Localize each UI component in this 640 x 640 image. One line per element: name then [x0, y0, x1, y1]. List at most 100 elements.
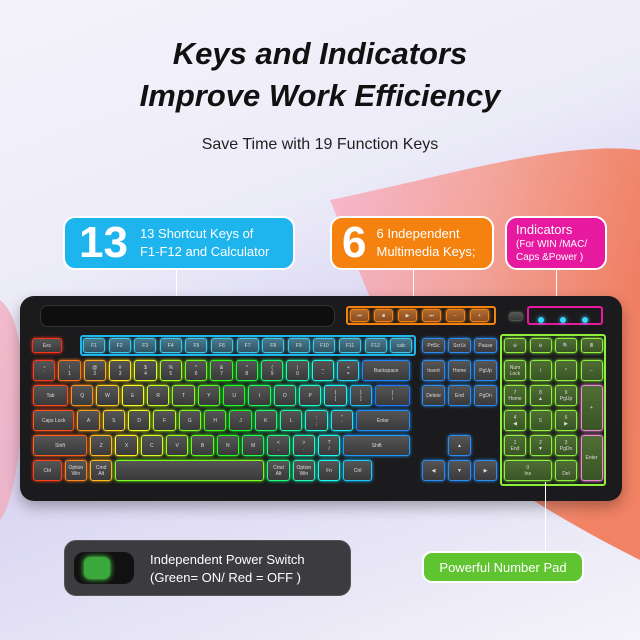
key-2[interactable]: @ 2	[83, 360, 106, 381]
key-alt[interactable]: Cmd Alt	[267, 460, 290, 481]
key-,[interactable]: < ,	[267, 435, 290, 456]
key-f9[interactable]: F9	[287, 338, 310, 353]
power-button[interactable]	[509, 312, 523, 321]
key-prtsc[interactable]: PrtSc	[422, 338, 445, 353]
key-f5[interactable]: F5	[185, 338, 208, 353]
key-j[interactable]: J	[229, 410, 252, 431]
key-tab[interactable]: Tab	[33, 385, 68, 406]
key-t[interactable]: T	[172, 385, 195, 406]
key-arrow-up[interactable]: ▲	[448, 435, 471, 456]
media-key[interactable]: ▶	[398, 309, 417, 322]
key-5[interactable]: % 5	[159, 360, 182, 381]
key-.[interactable]: > .	[292, 435, 315, 456]
key-h[interactable]: H	[204, 410, 227, 431]
numpad-key[interactable]: 9 PgUp	[555, 385, 577, 406]
key-][interactable]: } ]	[349, 385, 372, 406]
key-s[interactable]: S	[102, 410, 125, 431]
key-esc[interactable]: Esc	[32, 338, 62, 353]
key-backspace[interactable]: Backspace	[362, 360, 410, 381]
key-f8[interactable]: F8	[262, 338, 285, 353]
key-8[interactable]: * 8	[235, 360, 258, 381]
key-f12[interactable]: F12	[364, 338, 387, 353]
key-fn[interactable]: Fn	[318, 460, 341, 481]
key-z[interactable]: Z	[90, 435, 113, 456]
numpad-key[interactable]: 🖩	[580, 338, 603, 353]
numpad-key[interactable]: 8 ▲	[529, 385, 552, 406]
key-f6[interactable]: F6	[211, 338, 233, 353]
key-v[interactable]: V	[166, 435, 189, 456]
key-pause[interactable]: Pause	[474, 338, 497, 353]
key-f4[interactable]: F4	[159, 338, 182, 353]
key-n[interactable]: N	[216, 435, 239, 456]
numpad-key[interactable]: 5	[529, 410, 552, 431]
key-insert[interactable]: Insert	[422, 360, 445, 381]
key-win[interactable]: Option Win	[64, 460, 87, 481]
key-'[interactable]: " '	[330, 410, 353, 431]
key-i[interactable]: I	[248, 385, 271, 406]
key-f10[interactable]: F10	[313, 338, 336, 353]
numpad-key[interactable]: Enter	[580, 435, 603, 481]
key-f1[interactable]: F1	[83, 338, 105, 353]
key-space[interactable]	[115, 460, 265, 481]
key-f2[interactable]: F2	[108, 338, 131, 353]
key-g[interactable]: G	[178, 410, 201, 431]
key-a[interactable]: A	[77, 410, 100, 431]
key-arrow-right[interactable]: ▶	[474, 460, 497, 481]
media-key[interactable]: +	[470, 309, 489, 322]
key-p[interactable]: P	[299, 385, 322, 406]
numpad-key[interactable]: +	[580, 385, 603, 431]
key-b[interactable]: B	[191, 435, 214, 456]
key-end[interactable]: End	[448, 385, 471, 406]
key-pgdn[interactable]: PgDn	[474, 385, 497, 406]
key-3[interactable]: # 3	[109, 360, 132, 381]
key-f[interactable]: F	[153, 410, 176, 431]
key-alt[interactable]: Cmd Alt	[90, 460, 113, 481]
media-key[interactable]: −	[446, 309, 465, 322]
numpad-key[interactable]: −	[580, 360, 603, 381]
media-key[interactable]: ⏮	[350, 309, 369, 322]
key-f7[interactable]: F7	[236, 338, 259, 353]
key--[interactable]: _ -	[311, 360, 334, 381]
key-home[interactable]: Home	[448, 360, 471, 381]
key-f3[interactable]: F3	[134, 338, 157, 353]
numpad-key[interactable]: ⊖	[529, 338, 552, 353]
key-arrow-left[interactable]: ◀	[422, 460, 445, 481]
numpad-key[interactable]: *	[555, 360, 577, 381]
key-/[interactable]: ? /	[318, 435, 341, 456]
key-=[interactable]: + =	[337, 360, 360, 381]
numpad-key[interactable]: 3 PgDn	[555, 435, 577, 456]
key-6[interactable]: ^ 6	[185, 360, 208, 381]
key-o[interactable]: O	[273, 385, 296, 406]
key-ctrl[interactable]: Ctrl	[343, 460, 372, 481]
key-f11[interactable]: F11	[339, 338, 361, 353]
key-calc[interactable]: calc	[390, 338, 413, 353]
numpad-key[interactable]: 6 ▶	[555, 410, 577, 431]
key-shift[interactable]: Shift	[33, 435, 87, 456]
numpad-key-del[interactable]: . Del	[555, 460, 577, 481]
key-m[interactable]: M	[242, 435, 265, 456]
key-arrow-down[interactable]: ▼	[448, 460, 471, 481]
key-caps-lock[interactable]: Caps Lock	[33, 410, 75, 431]
numpad-key[interactable]: 🔍	[555, 338, 577, 353]
numpad-key[interactable]: Num Lock	[504, 360, 526, 381]
key-scrlk[interactable]: ScrLk	[448, 338, 471, 353]
numpad-key[interactable]: /	[529, 360, 552, 381]
key-d[interactable]: D	[128, 410, 151, 431]
key-delete[interactable]: Delete	[422, 385, 445, 406]
key-shift[interactable]: Shift	[343, 435, 410, 456]
numpad-key[interactable]: 4 ◀	[504, 410, 526, 431]
numpad-key[interactable]: 1 End	[504, 435, 526, 456]
key-win[interactable]: Option Win	[292, 460, 315, 481]
key-r[interactable]: R	[147, 385, 170, 406]
key-\[interactable]: | \	[375, 385, 410, 406]
key-e[interactable]: E	[121, 385, 144, 406]
key-u[interactable]: U	[223, 385, 246, 406]
key-w[interactable]: W	[96, 385, 119, 406]
key-;[interactable]: : ;	[305, 410, 328, 431]
key-q[interactable]: Q	[71, 385, 94, 406]
key-1[interactable]: ! 1	[58, 360, 81, 381]
numpad-key[interactable]: 7 Home	[504, 385, 526, 406]
key-0[interactable]: ) 0	[286, 360, 309, 381]
media-key[interactable]: ■	[374, 309, 393, 322]
key-c[interactable]: C	[140, 435, 163, 456]
